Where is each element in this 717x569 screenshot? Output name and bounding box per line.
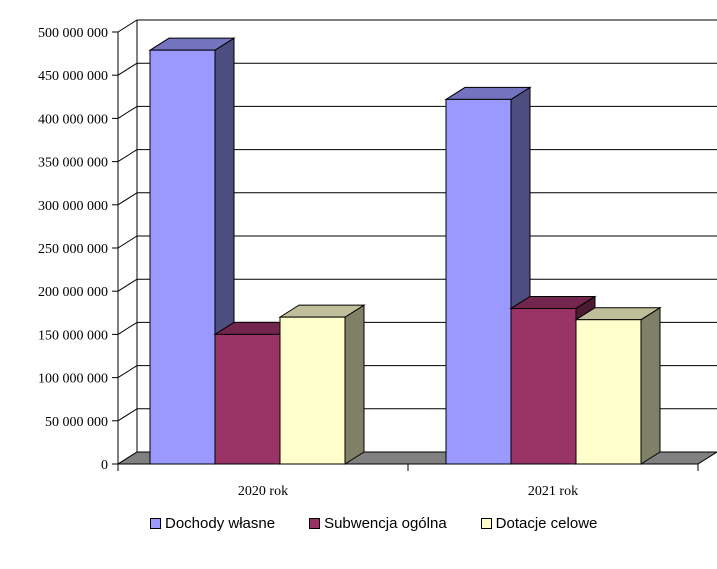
legend-swatch-dotacje <box>480 518 492 529</box>
x-tick-label: 2020 rok <box>238 484 288 499</box>
legend-item-dochody: Dochody własne <box>150 515 275 532</box>
bar-side <box>344 304 365 465</box>
legend-swatch-dochody <box>150 518 161 529</box>
y-tick-label: 250 000 000 <box>38 242 108 257</box>
legend-label-subwencja: Subwencja ogólna <box>324 515 447 532</box>
bars <box>148 37 662 465</box>
y-tick-label: 50 000 000 <box>45 415 108 430</box>
bar <box>575 319 642 465</box>
bar <box>279 316 346 465</box>
legend-item-dotacje: Dotacje celowe <box>480 515 598 532</box>
bar <box>445 98 512 465</box>
legend-label-dotacje: Dotacje celowe <box>495 515 598 532</box>
gridline-side <box>117 105 138 119</box>
y-tick-label: 150 000 000 <box>38 328 108 343</box>
gridline-side <box>117 192 138 206</box>
legend-label-dochody: Dochody własne <box>165 515 276 532</box>
y-tick-label: 400 000 000 <box>38 112 108 127</box>
legend-swatch-subwencja <box>309 518 321 529</box>
legend: Dochody własne Subwencja ogólna Dotacje … <box>150 515 597 532</box>
gridline-side <box>117 321 138 335</box>
y-tick-label: 100 000 000 <box>38 372 108 387</box>
y-tick-label: 500 000 000 <box>38 26 108 41</box>
y-tick-label: 0 <box>101 458 108 473</box>
gridline-side <box>117 408 138 422</box>
legend-item-subwencja: Subwencja ogólna <box>309 515 447 532</box>
gridline-side <box>117 149 138 163</box>
y-tick-label: 300 000 000 <box>38 199 108 214</box>
bar <box>510 307 577 465</box>
gridline-side <box>117 365 138 379</box>
gridline-side <box>117 19 138 33</box>
bar-side <box>640 306 661 465</box>
gridline-side <box>117 62 138 76</box>
bar <box>149 49 216 465</box>
gridline-side <box>117 278 138 292</box>
gridline-side <box>117 235 138 249</box>
axis-labels: 0 50 000 000 100 000 000 150 000 000 200 000… <box>38 26 578 499</box>
axes <box>112 31 699 471</box>
bar <box>214 333 281 465</box>
y-tick-label: 350 000 000 <box>38 156 108 171</box>
y-tick-label: 450 000 000 <box>38 69 108 84</box>
x-tick-label: 2021 rok <box>528 484 578 499</box>
y-tick-label: 200 000 000 <box>38 285 108 300</box>
